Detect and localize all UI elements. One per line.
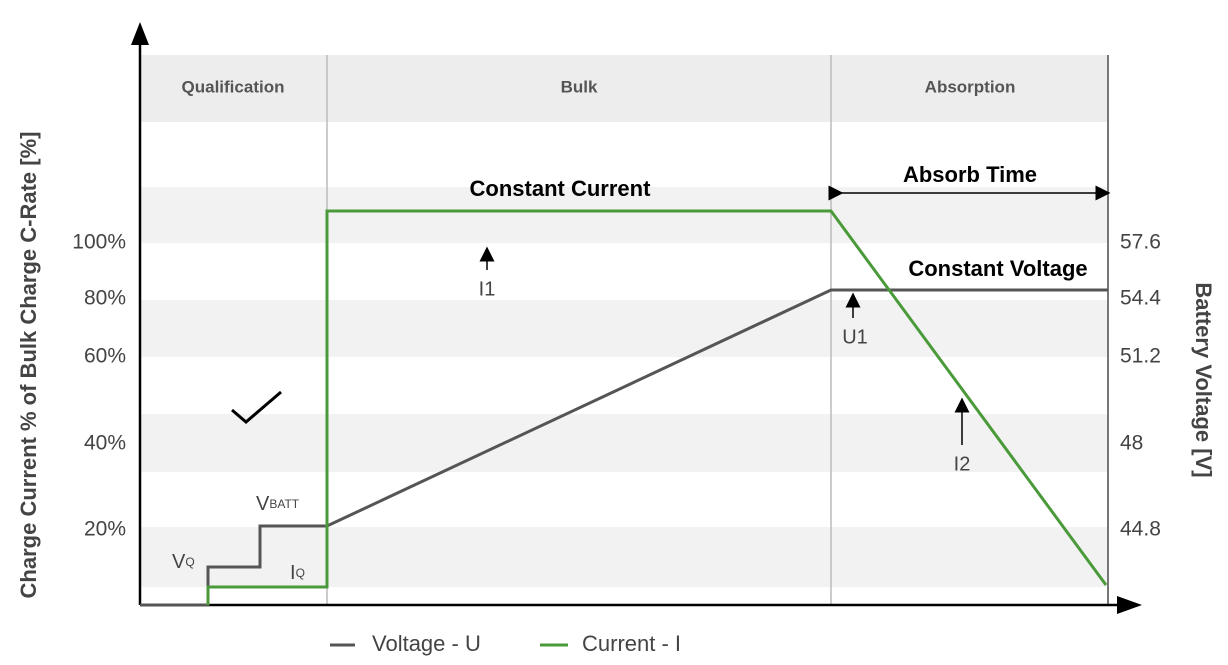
right-tick-label: 44.8 (1120, 518, 1161, 541)
annotation: Constant Voltage (908, 256, 1087, 281)
label: I1 (479, 278, 496, 300)
right-tick-label: 57.6 (1120, 231, 1161, 254)
legend-label: Current - I (582, 631, 681, 656)
right-ticks: 57.6 54.4 51.2 48 44.8 (1120, 231, 1161, 541)
phase-label: Absorption (925, 77, 1016, 96)
right-tick-label: 54.4 (1120, 287, 1161, 310)
right-axis-title: Battery Voltage [V] (1191, 282, 1216, 477)
axis-arrow (1117, 596, 1142, 614)
label: I2 (954, 453, 971, 475)
left-tick-label: 80% (84, 287, 126, 310)
right-tick-label: 48 (1120, 432, 1143, 455)
phase-label: Bulk (561, 77, 598, 96)
legend-label: Voltage - U (372, 631, 481, 656)
label: VBATT (256, 493, 300, 515)
phase-label: Qualification (182, 77, 285, 96)
right-tick-label: 51.2 (1120, 345, 1161, 368)
annotation: Absorb Time (903, 162, 1037, 187)
annotation: Constant Current (470, 176, 652, 201)
label: IQ (290, 562, 305, 584)
current-curve (206, 209, 1108, 605)
left-tick-label: 20% (84, 518, 126, 541)
left-ticks: 100% 80% 60% 40% 20% (72, 231, 126, 541)
label: U1 (842, 326, 868, 348)
left-tick-label: 40% (84, 432, 126, 455)
left-axis-title: Charge Current % of Bulk Charge C-Rate [… (16, 132, 41, 599)
left-tick-label: 60% (84, 345, 126, 368)
axis-arrow (131, 22, 149, 45)
label: VQ (172, 551, 195, 573)
checkmark (231, 390, 282, 424)
left-tick-label: 100% (72, 231, 126, 254)
